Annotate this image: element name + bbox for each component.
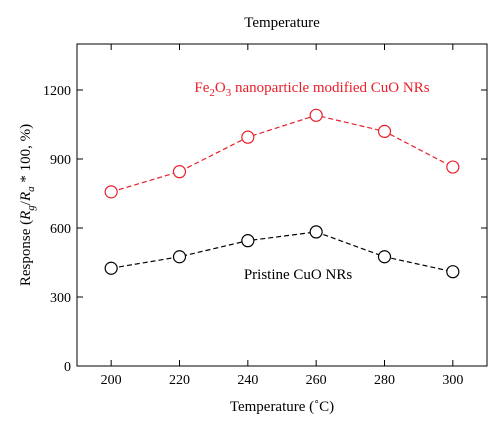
series-0-point-4 — [377, 124, 392, 138]
y-axis-title-prefix: Response ( — [18, 220, 34, 286]
y-axis-title-rg: R — [18, 211, 34, 221]
series-label-fe2o3: Fe2O3 nanoparticle modified CuO NRs — [194, 80, 429, 99]
series-layer — [104, 108, 460, 279]
y-axis-title-ra-sub: a — [25, 186, 37, 192]
y-tick-label-4: 1200 — [43, 84, 71, 99]
series-0-point-1 — [172, 165, 187, 179]
x-axis-title: Temperature (˚C) — [230, 399, 334, 415]
series-0-point-3 — [309, 108, 323, 122]
series-line-1 — [111, 231, 453, 273]
x-tick-label-4: 280 — [374, 373, 395, 388]
series-1-point-2 — [241, 234, 255, 248]
series-label-fe2o3-sub2: 2 — [209, 87, 215, 99]
y-axis-title-ra: R — [18, 192, 34, 202]
series-label-fe2o3-rest: nanoparticle modified CuO NRs — [231, 80, 429, 96]
y-axis-title-slash: / — [18, 200, 34, 205]
series-label-pristine: Pristine CuO NRs — [244, 267, 353, 283]
series-label-fe2o3-o: O — [215, 80, 226, 96]
x-tick-label-3: 260 — [306, 373, 327, 388]
x-tick-label-2: 240 — [237, 373, 258, 388]
series-1-point-5 — [446, 265, 460, 279]
y-tick-label-0: 0 — [64, 360, 71, 375]
series-1-point-4 — [377, 250, 392, 264]
y-tick-label-3: 900 — [50, 153, 71, 168]
series-0-point-5 — [446, 160, 460, 174]
y-axis-title-suffix: * 100, %) — [18, 124, 34, 187]
series-label-fe2o3-fe: Fe — [194, 80, 209, 96]
chart-title: Temperature — [244, 15, 320, 31]
y-axis-title: Response (Rg/Ra * 100, %) — [18, 124, 37, 286]
y-tick-label-2: 600 — [50, 222, 71, 237]
x-tick-label-0: 200 — [101, 373, 122, 388]
series-0-point-0 — [104, 185, 118, 199]
x-tick-label-1: 220 — [169, 373, 190, 388]
series-1-point-0 — [104, 261, 118, 275]
series-1-point-1 — [172, 250, 187, 264]
series-0-point-2 — [241, 130, 255, 144]
x-tick-label-5: 300 — [442, 373, 463, 388]
y-axis-ticks: 0 300 600 900 1200 — [43, 84, 487, 375]
series-label-fe2o3-sub3: 3 — [226, 87, 232, 99]
series-line-0 — [110, 114, 454, 193]
y-axis-title-rg-sub: g — [25, 205, 37, 211]
plot-frame — [76, 43, 488, 367]
x-axis-ticks: 200 220 240 260 280 300 — [101, 44, 463, 388]
series-1-point-3 — [309, 225, 323, 239]
y-tick-label-1: 300 — [50, 291, 71, 306]
